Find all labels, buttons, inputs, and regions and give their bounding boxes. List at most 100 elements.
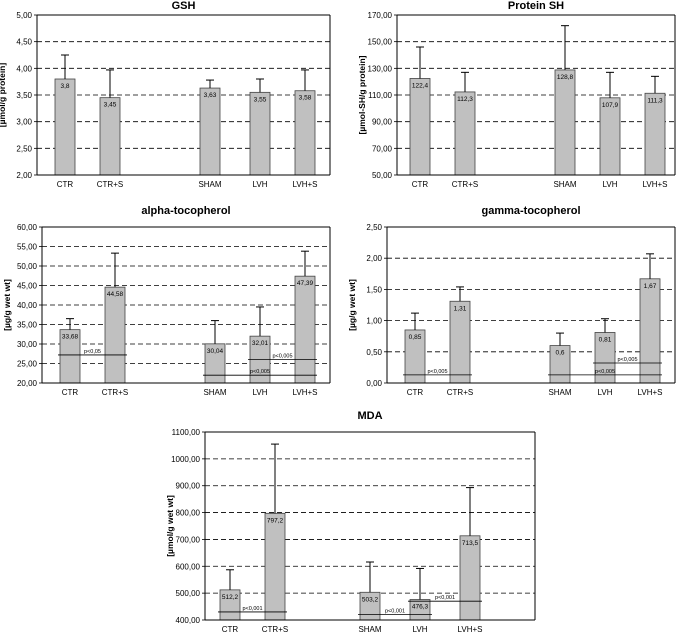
chart-title-protein-sh: Protein SH xyxy=(508,0,564,12)
bar xyxy=(639,278,661,384)
y-tick-label: 90,00 xyxy=(372,118,393,127)
bar xyxy=(459,535,481,621)
y-tick-label: 30,00 xyxy=(17,340,38,349)
bar xyxy=(54,78,76,176)
data-label: 47,39 xyxy=(297,280,314,287)
y-tick-label: 5,00 xyxy=(16,11,32,20)
category-label: CTR+S xyxy=(452,180,478,189)
y-tick-label: 40,00 xyxy=(17,301,38,310)
y-tick-label: 45,00 xyxy=(17,282,38,291)
y-tick-label: 2,00 xyxy=(366,254,382,263)
bar xyxy=(454,91,476,176)
data-label: 107,9 xyxy=(602,102,619,109)
bar xyxy=(294,90,316,176)
y-tick-label: 600,00 xyxy=(176,562,201,571)
data-label: 797,2 xyxy=(267,517,284,524)
chart-panel-alpha-tocopherol: alpha-tocopherol 20,00 25,00 30,00 35,00 40,0… xyxy=(0,205,340,405)
chart-title-gsh: GSH xyxy=(172,0,196,12)
chart-panel-protein-sh: Protein SH 50,00 70,00 90,00 110,00 130,00 150… xyxy=(345,0,685,200)
category-label: SHAM xyxy=(198,180,221,189)
category-label: LVH xyxy=(603,180,618,189)
data-label: 0,6 xyxy=(555,350,564,357)
chart-svg: GSH 2,00 2,50 3,00 3,50 4,00 4,50 5,00 [µmol/g p… xyxy=(0,0,331,189)
y-tick-label: 35,00 xyxy=(17,321,38,330)
category-label: CTR xyxy=(57,180,74,189)
y-tick-label: 0,00 xyxy=(366,379,382,388)
data-label: 32,01 xyxy=(252,340,269,347)
bar xyxy=(294,275,316,384)
bar xyxy=(264,512,286,621)
significance-label: p<0,005 xyxy=(595,369,615,375)
category-label: LVH+S xyxy=(293,388,318,397)
y-tick-label: 1100,00 xyxy=(172,428,201,437)
y-tick-label: 800,00 xyxy=(176,509,201,518)
y-tick-label: 500,00 xyxy=(176,589,201,598)
category-label: CTR+S xyxy=(262,625,288,634)
y-tick-label: 900,00 xyxy=(176,482,201,491)
y-tick-label: 4,00 xyxy=(16,64,32,73)
data-label: 30,04 xyxy=(207,348,224,355)
category-label: LVH+S xyxy=(638,388,663,397)
category-label: SHAM xyxy=(203,388,226,397)
data-label: 122,4 xyxy=(412,82,429,89)
y-tick-label: 1,50 xyxy=(366,285,382,294)
category-label: SHAM xyxy=(358,625,381,634)
category-label: LVH xyxy=(253,388,268,397)
chart-panel-gamma-tocopherol: gamma-tocopherol 0,00 0,50 1,00 1,50 2,00 2,50… xyxy=(345,205,685,405)
bar xyxy=(99,97,121,176)
significance-label: p<0,005 xyxy=(272,354,292,360)
chart-svg: alpha-tocopherol 20,00 25,00 30,00 35,00 40,0… xyxy=(2,205,331,397)
y-axis-label: [µmol/g protein] xyxy=(0,63,7,128)
y-tick-label: 1000,00 xyxy=(171,455,200,464)
chart-svg: Protein SH 50,00 70,00 90,00 110,00 130,00 150… xyxy=(357,0,676,189)
chart-title-mda: MDA xyxy=(357,410,382,422)
bar xyxy=(199,87,221,176)
y-tick-label: 20,00 xyxy=(17,379,38,388)
chart-title-alpha-tocopherol: alpha-tocopherol xyxy=(141,205,230,217)
y-tick-label: 4,50 xyxy=(16,38,32,47)
category-label: CTR+S xyxy=(447,388,473,397)
y-axis-label: [µmol/g wet wt] xyxy=(165,495,175,557)
data-label: 128,8 xyxy=(557,74,574,81)
data-label: 1,31 xyxy=(454,305,467,312)
data-label: 713,5 xyxy=(462,540,479,547)
chart-svg: MDA 400,00 500,00 600,00 700,00 800,00 900,00 1… xyxy=(165,410,536,634)
y-tick-label: 55,00 xyxy=(17,243,38,252)
data-label: 0,85 xyxy=(409,334,422,341)
y-axis-label: [µg/g wet wt] xyxy=(2,279,12,331)
y-tick-label: 170,00 xyxy=(368,11,393,20)
bar xyxy=(554,69,576,176)
bar xyxy=(249,91,271,176)
category-label: SHAM xyxy=(548,388,571,397)
significance-label: p<0,005 xyxy=(617,357,637,363)
y-tick-label: 110,00 xyxy=(368,91,392,100)
y-tick-label: 2,50 xyxy=(366,223,382,232)
data-label: 33,68 xyxy=(62,334,79,341)
chart-panel-gsh: GSH 2,00 2,50 3,00 3,50 4,00 4,50 5,00 [µmol/g p… xyxy=(0,0,340,200)
data-label: 0,81 xyxy=(599,336,612,343)
category-label: LVH+S xyxy=(643,180,668,189)
y-tick-label: 1,00 xyxy=(366,317,382,326)
category-label: CTR+S xyxy=(102,388,128,397)
data-label: 3,58 xyxy=(299,95,312,102)
category-label: CTR xyxy=(222,625,239,634)
chart-panel-mda: MDA 400,00 500,00 600,00 700,00 800,00 900,00 1… xyxy=(150,410,540,636)
data-label: 3,55 xyxy=(254,96,267,103)
chart-svg: gamma-tocopherol 0,00 0,50 1,00 1,50 2,00 2,50… xyxy=(347,205,676,397)
category-label: LVH xyxy=(253,180,268,189)
bar xyxy=(409,78,431,176)
data-label: 44,58 xyxy=(107,291,124,298)
y-axis-label: [µmol-SH/g protein] xyxy=(357,55,367,134)
category-label: LVH xyxy=(598,388,613,397)
y-tick-label: 60,00 xyxy=(17,223,38,232)
significance-label: p<0,001 xyxy=(242,606,262,612)
y-tick-label: 700,00 xyxy=(176,535,201,544)
y-tick-label: 2,50 xyxy=(16,144,32,153)
y-tick-label: 50,00 xyxy=(372,171,393,180)
category-label: CTR xyxy=(407,388,424,397)
y-tick-label: 70,00 xyxy=(372,144,393,153)
bar xyxy=(104,286,126,384)
category-label: CTR xyxy=(62,388,79,397)
y-tick-label: 0,50 xyxy=(366,348,382,357)
data-label: 3,63 xyxy=(204,92,217,99)
